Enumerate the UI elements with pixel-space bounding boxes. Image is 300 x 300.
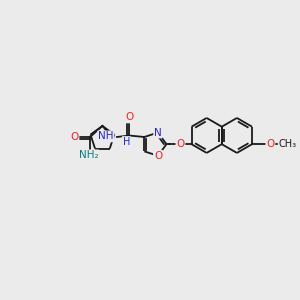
Text: CH₃: CH₃ <box>278 139 297 149</box>
Text: NH: NH <box>98 131 113 141</box>
Text: NH₂: NH₂ <box>79 150 98 160</box>
Text: N: N <box>154 128 162 137</box>
Text: O: O <box>176 139 184 149</box>
Text: O: O <box>154 151 162 161</box>
Text: O: O <box>266 139 274 149</box>
Text: O: O <box>70 132 79 142</box>
Text: O: O <box>125 112 133 122</box>
Text: H: H <box>123 137 130 147</box>
